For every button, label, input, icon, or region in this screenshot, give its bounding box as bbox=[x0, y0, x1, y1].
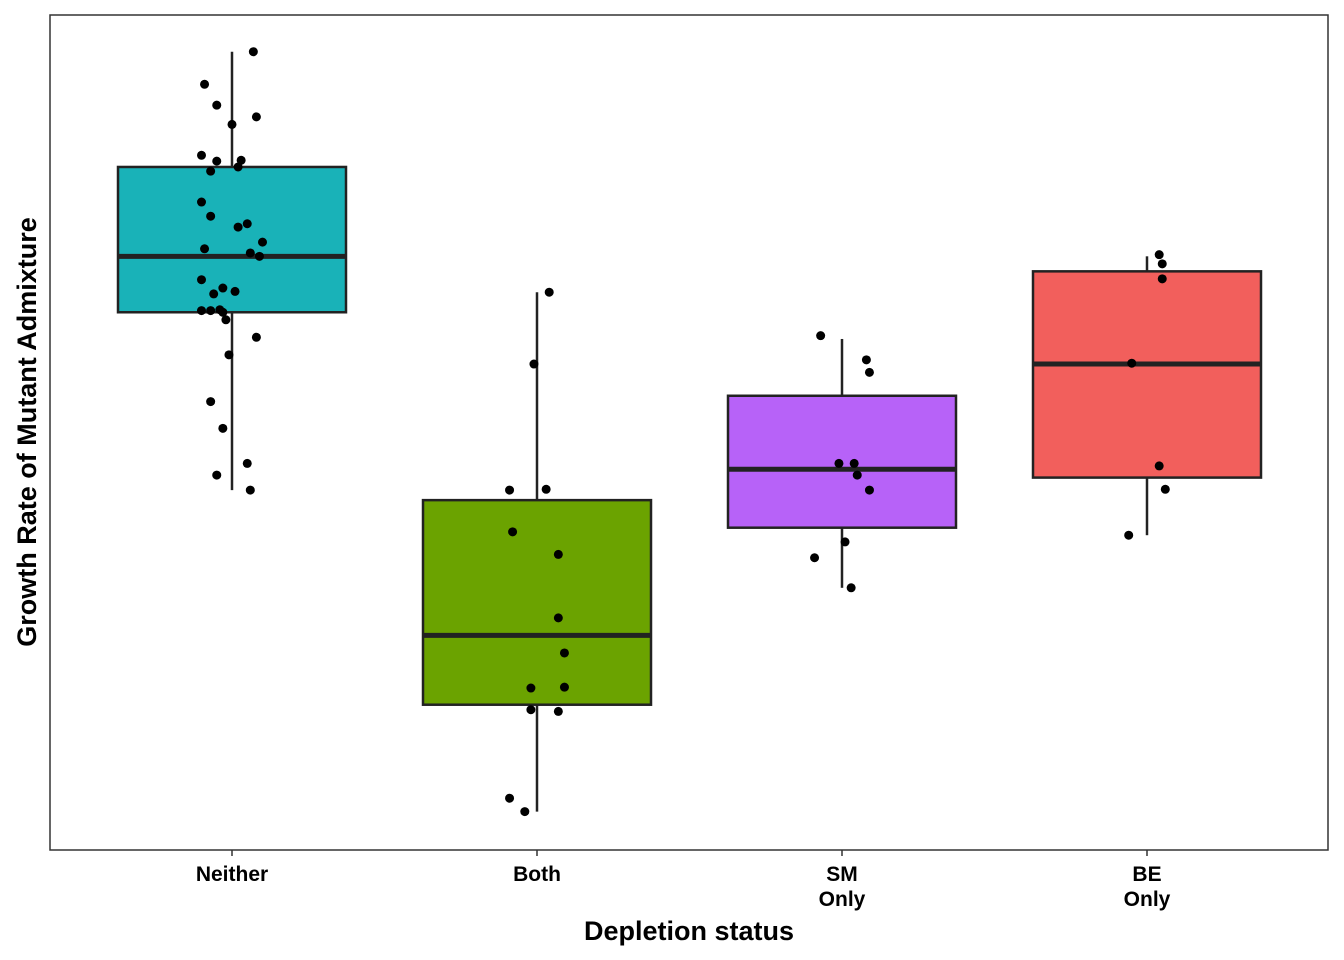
data-point bbox=[864, 367, 874, 377]
data-point bbox=[197, 306, 206, 316]
data-point bbox=[1157, 259, 1167, 269]
box-group bbox=[726, 331, 958, 593]
data-point bbox=[846, 583, 856, 593]
data-point bbox=[197, 197, 206, 207]
data-point bbox=[254, 251, 264, 261]
data-point bbox=[849, 458, 859, 468]
data-point bbox=[236, 155, 246, 165]
data-point bbox=[520, 807, 530, 817]
data-point bbox=[242, 458, 252, 468]
x-tick-label-line: SM bbox=[826, 863, 858, 886]
data-point bbox=[218, 423, 228, 433]
data-point bbox=[206, 306, 216, 316]
data-point bbox=[218, 283, 228, 293]
data-point bbox=[212, 156, 222, 166]
box bbox=[1031, 270, 1263, 479]
box-group bbox=[116, 47, 348, 495]
x-tick-label-line: Both bbox=[513, 863, 561, 886]
data-point bbox=[206, 166, 216, 176]
data-point bbox=[233, 162, 243, 172]
data-point bbox=[864, 485, 874, 495]
data-point bbox=[245, 485, 255, 495]
data-point bbox=[230, 286, 240, 296]
box bbox=[421, 498, 653, 706]
data-point bbox=[218, 307, 228, 317]
data-point bbox=[1124, 530, 1134, 540]
data-point bbox=[852, 470, 862, 480]
data-point bbox=[1154, 250, 1164, 260]
data-point bbox=[559, 682, 569, 692]
data-point bbox=[810, 553, 820, 563]
data-point bbox=[197, 150, 206, 160]
data-point bbox=[508, 527, 518, 537]
data-point bbox=[526, 705, 536, 715]
data-point bbox=[553, 613, 563, 623]
data-point bbox=[861, 355, 871, 365]
data-point bbox=[227, 119, 237, 129]
data-point bbox=[1160, 484, 1170, 494]
box-group bbox=[421, 287, 653, 817]
data-point bbox=[251, 112, 261, 122]
data-point bbox=[840, 537, 850, 547]
data-point bbox=[553, 549, 563, 559]
data-point bbox=[200, 79, 210, 89]
data-point bbox=[1127, 358, 1137, 368]
data-point bbox=[251, 332, 261, 342]
data-point bbox=[816, 331, 826, 341]
data-point bbox=[258, 237, 267, 247]
y-axis-title: Growth Rate of Mutant Admixture bbox=[12, 217, 42, 647]
data-point bbox=[233, 222, 243, 232]
x-tick-label-line: Only bbox=[819, 888, 866, 911]
data-point bbox=[200, 244, 210, 254]
data-point bbox=[206, 211, 216, 221]
data-point bbox=[212, 470, 222, 480]
data-point bbox=[505, 793, 515, 803]
x-tick-label-line: Only bbox=[1124, 888, 1171, 911]
data-point bbox=[834, 458, 844, 468]
x-tick-label-line: BE bbox=[1132, 863, 1161, 886]
x-axis-title: Depletion status bbox=[584, 916, 794, 946]
x-tick-label: Neither bbox=[196, 863, 268, 886]
data-point bbox=[206, 397, 216, 407]
data-point bbox=[209, 289, 219, 299]
data-point bbox=[242, 219, 252, 229]
data-point bbox=[248, 47, 258, 57]
data-point bbox=[559, 648, 569, 658]
x-tick-label: SM Only bbox=[819, 863, 866, 911]
data-point bbox=[197, 275, 206, 285]
data-point bbox=[526, 683, 536, 693]
data-point bbox=[544, 287, 554, 297]
data-point bbox=[221, 315, 231, 325]
x-tick-label: BE Only bbox=[1124, 863, 1171, 911]
box bbox=[116, 165, 348, 314]
box-group bbox=[1031, 250, 1263, 540]
data-point bbox=[1154, 461, 1164, 471]
data-point bbox=[212, 100, 222, 110]
data-point bbox=[1157, 274, 1167, 284]
data-point bbox=[505, 485, 515, 495]
data-point bbox=[245, 248, 255, 258]
x-tick-label: Both bbox=[513, 863, 561, 886]
data-point bbox=[553, 706, 563, 716]
x-tick-label-line: Neither bbox=[196, 863, 268, 886]
data-point bbox=[224, 350, 234, 360]
data-point bbox=[541, 484, 551, 494]
data-point bbox=[529, 359, 539, 369]
